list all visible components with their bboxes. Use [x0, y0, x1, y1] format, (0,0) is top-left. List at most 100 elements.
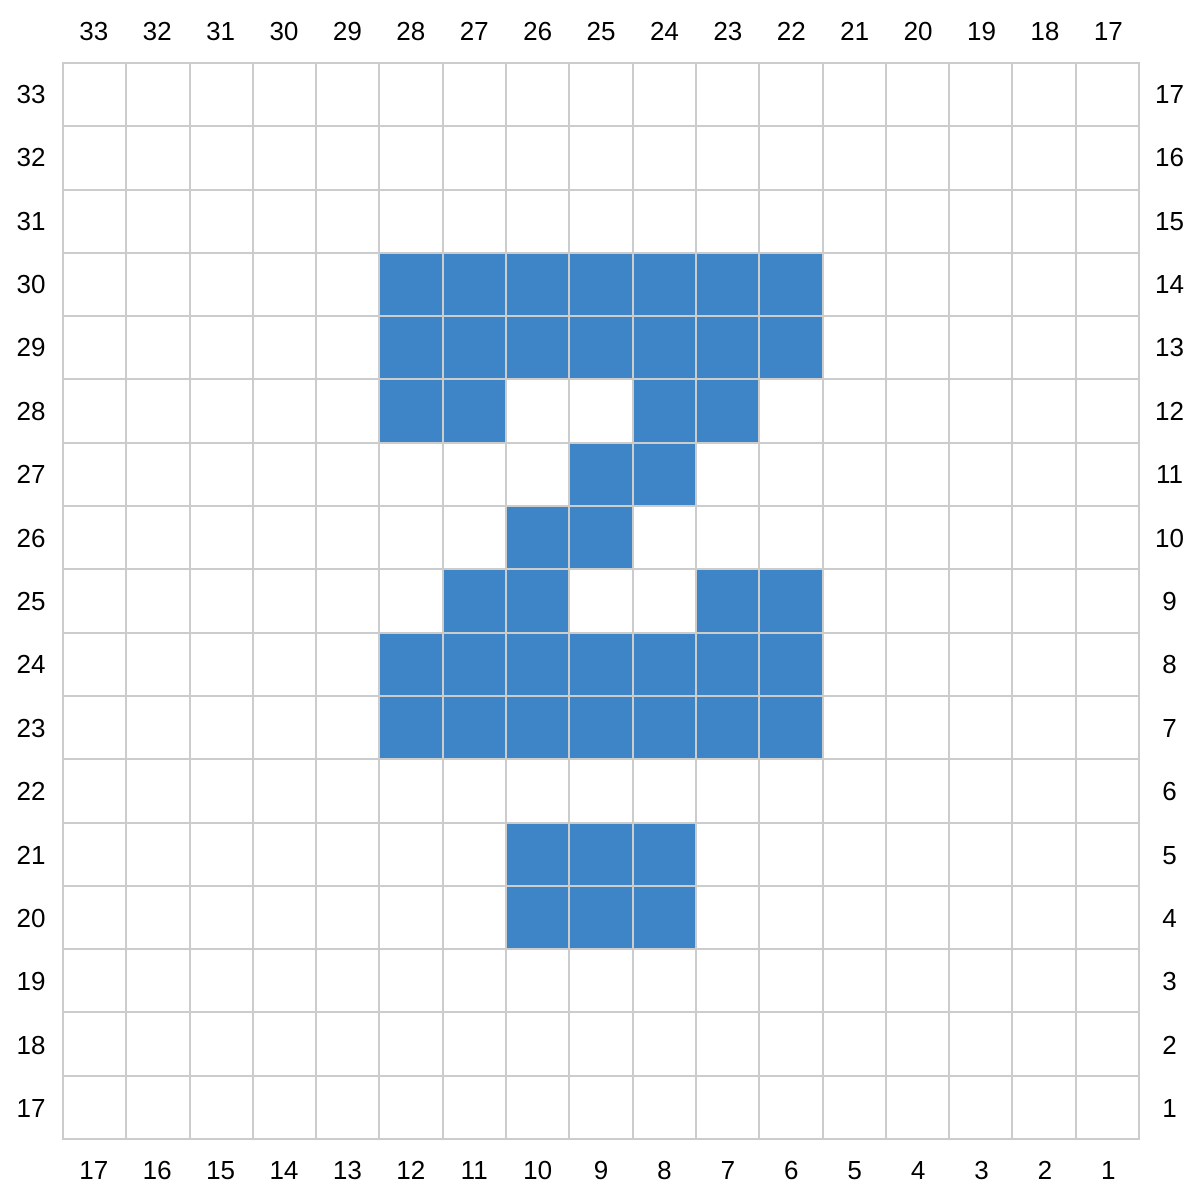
grid-cell-filled: [633, 380, 695, 442]
grid-cell-filled: [633, 823, 695, 885]
grid-cell-empty: [253, 443, 316, 506]
grid-cell-empty: [190, 317, 252, 379]
grid-cell-empty: [507, 380, 569, 442]
left-axis-label: 33: [16, 78, 46, 109]
grid-cell-empty: [1076, 190, 1138, 252]
column-labels-top: 33 32 31 30 29 28 27 26 25 24 23 22 21 20 19 18 17: [62, 0, 1140, 62]
grid-cell-empty: [570, 127, 632, 189]
grid-cell-empty: [696, 507, 759, 569]
grid-cell-filled: [507, 253, 569, 316]
grid-cell-empty: [127, 570, 189, 632]
grid-cell-filled: [380, 253, 442, 316]
grid-cell-empty: [696, 443, 759, 506]
grid-cell-empty: [317, 190, 379, 252]
top-axis-label: 28: [396, 16, 426, 46]
right-axis-label: 7: [1162, 712, 1177, 743]
grid-cell-filled: [633, 253, 695, 316]
grid-cell-empty: [1076, 570, 1138, 632]
grid-cell-empty: [696, 760, 759, 822]
grid-cell-empty: [1076, 696, 1138, 759]
grid-cell-empty: [950, 633, 1012, 695]
grid-cell-empty: [507, 1076, 569, 1138]
grid-cell-empty: [823, 443, 885, 506]
grid-cell-empty: [570, 380, 632, 442]
grid-cell-filled: [507, 633, 569, 695]
grid-cell-empty: [443, 1076, 506, 1138]
bottom-axis-label: 13: [332, 1154, 362, 1185]
grid-cell-empty: [633, 570, 695, 632]
grid-cell-empty: [950, 1076, 1012, 1138]
grid-cell-empty: [380, 1013, 442, 1075]
grid-cell-empty: [950, 1013, 1012, 1075]
grid-cell-empty: [696, 950, 759, 1012]
grid-cell-empty: [886, 127, 949, 189]
left-axis-label: 18: [16, 1029, 46, 1060]
grid-cell-empty: [1013, 760, 1075, 822]
bottom-axis-label: 5: [847, 1154, 862, 1185]
grid-cell-empty: [1076, 317, 1138, 379]
grid-cell-filled: [443, 633, 506, 695]
grid-cell-empty: [950, 570, 1012, 632]
grid-cell-empty: [633, 1076, 695, 1138]
grid-cell-empty: [443, 443, 506, 506]
grid-cell-filled: [760, 253, 822, 316]
grid-cell-empty: [253, 696, 316, 759]
grid-cell-empty: [64, 886, 126, 949]
grid-cell-empty: [380, 127, 442, 189]
grid-cell-empty: [127, 950, 189, 1012]
grid-cell-empty: [1013, 317, 1075, 379]
grid-cell-empty: [317, 380, 379, 442]
grid-cell-empty: [950, 950, 1012, 1012]
top-axis-label: 33: [79, 16, 109, 46]
grid-cell-empty: [1076, 950, 1138, 1012]
grid-cell-empty: [190, 127, 252, 189]
grid-cell-empty: [64, 317, 126, 379]
top-axis-label: 22: [776, 16, 806, 46]
grid-cell-empty: [380, 507, 442, 569]
grid-cell-empty: [507, 760, 569, 822]
grid-cell-empty: [823, 886, 885, 949]
top-axis-label: 25: [586, 16, 616, 46]
grid-cell-empty: [633, 760, 695, 822]
grid-cell-empty: [127, 190, 189, 252]
grid-cell-empty: [380, 64, 442, 126]
grid-cell-empty: [127, 633, 189, 695]
grid-cell-empty: [696, 886, 759, 949]
grid-cell-empty: [1076, 823, 1138, 885]
grid-cell-empty: [190, 760, 252, 822]
grid-cell-filled: [696, 570, 759, 632]
pattern-grid: [62, 62, 1140, 1140]
grid-cell-empty: [64, 507, 126, 569]
grid-cell-empty: [570, 570, 632, 632]
grid-cell-filled: [380, 317, 442, 379]
grid-cell-empty: [317, 64, 379, 126]
grid-cell-empty: [570, 950, 632, 1012]
grid-cell-empty: [253, 507, 316, 569]
grid-cell-empty: [190, 696, 252, 759]
grid-cell-empty: [317, 127, 379, 189]
right-axis-label: 6: [1162, 776, 1177, 807]
grid-cell-empty: [950, 190, 1012, 252]
grid-cell-empty: [127, 253, 189, 316]
left-axis-label: 28: [16, 395, 46, 426]
left-axis-label: 20: [16, 903, 46, 934]
grid-cell-empty: [886, 443, 949, 506]
grid-cell-empty: [253, 823, 316, 885]
grid-cell-empty: [507, 64, 569, 126]
grid-cell-empty: [886, 633, 949, 695]
grid-cell-empty: [633, 190, 695, 252]
grid-cell-empty: [886, 1076, 949, 1138]
grid-cell-filled: [570, 696, 632, 759]
grid-cell-empty: [760, 886, 822, 949]
grid-cell-empty: [1013, 950, 1075, 1012]
grid-cell-empty: [823, 253, 885, 316]
top-axis-label: 17: [1093, 16, 1123, 46]
grid-cell-empty: [886, 64, 949, 126]
grid-cell-empty: [317, 696, 379, 759]
left-axis-label: 25: [16, 585, 46, 616]
grid-cell-empty: [190, 190, 252, 252]
grid-cell-empty: [1076, 507, 1138, 569]
grid-cell-empty: [1013, 507, 1075, 569]
grid-cell-empty: [317, 317, 379, 379]
right-axis-label: 15: [1155, 205, 1184, 236]
